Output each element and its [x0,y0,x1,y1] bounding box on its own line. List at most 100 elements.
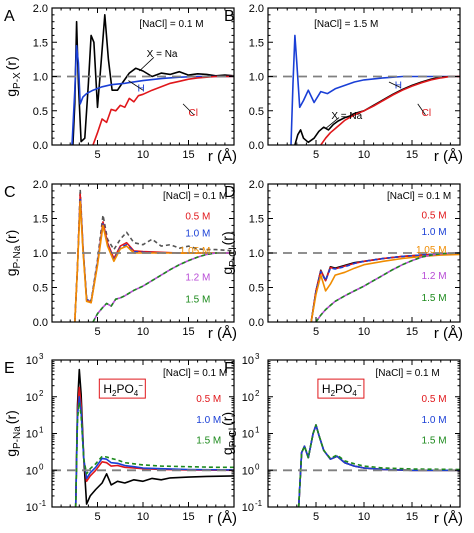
series-line [315,252,460,322]
y-tick-label: 2.0 [33,3,48,15]
leader-line [128,80,144,91]
panel-letter: D [224,184,236,201]
ylabel-main: g [219,267,235,275]
y-axis-label: gP-Cl (r) [219,231,239,274]
x-axis-label: r (Å) [434,510,463,527]
x-tick-label: 15 [406,511,418,523]
y-tick-exponent: 2 [39,389,44,398]
panel-letter: E [4,360,15,377]
y-tick-label: 0.0 [33,140,48,152]
x-tick-label: 15 [406,149,418,161]
annotation-label: X = Na [331,111,362,122]
annotation-label: 1.0 M [185,228,210,239]
y-tick-label: 0.0 [249,140,264,152]
y-tick-exponent: 3 [39,352,44,361]
y-tick-exponent: 1 [39,426,44,435]
ylabel-main: g [3,449,19,457]
y-tick-label: 10 [242,355,254,367]
panel-a: 5 10 15 r (Å) 0.0 0.5 1.0 1.5 2.0 AgP-X (r) [NaCl] … [3,3,237,165]
leader-line [182,103,195,116]
annotation-label: 1.05 M [416,245,447,256]
x-tick-label: 15 [406,326,418,338]
series-line [92,75,234,145]
annotation-label: 0.5 M [185,212,210,223]
series-line [310,252,460,322]
y-tick-label: 10 [26,392,38,404]
ylabel-tail: (r) [219,412,235,426]
y-tick-label: 2.0 [249,3,264,15]
series-line [310,253,460,322]
series-group [268,252,460,322]
series-line [74,401,234,507]
x-axis-label: r (Å) [208,325,237,342]
x-tick-label: 5 [94,326,100,338]
series-group [52,368,234,507]
series-line [297,424,460,507]
species-sub: 2 [331,389,336,398]
series-group [52,188,234,322]
leader-line [325,117,340,129]
annotation-label: 1.2 M [185,272,210,283]
y-tick-label: 0.5 [249,106,264,118]
ylabel-sub: P-X [12,72,23,89]
y-axis-label: gP-Cl (r) [219,412,239,455]
ylabel-tail: (r) [3,230,19,244]
x-tick-label: 5 [313,149,319,161]
y-tick-label: 1.5 [33,37,48,49]
x-tick-label: 10 [358,326,370,338]
panel-letter: C [4,184,16,201]
x-tick-label: 10 [137,326,149,338]
y-tick-label: 0.5 [33,106,48,118]
ylabel-main: g [219,447,235,455]
series-line [294,75,460,145]
x-tick-label: 10 [358,511,370,523]
ylabel-sub: P-Na [12,426,23,449]
y-tick-exponent: -1 [255,499,263,508]
annotation-label: [NaCl] = 1.5 M [314,19,378,30]
y-tick-label: 0.5 [249,283,264,295]
series-group [268,34,460,145]
series-line [320,75,460,145]
ylabel-main: g [3,269,19,277]
x-axis-label: r (Å) [208,510,237,527]
annotation-label: [NaCl] = 0.1 M [387,191,451,202]
annotation-label: 0.5 M [422,394,447,405]
series-line [74,200,234,322]
x-tick-label: 5 [94,511,100,523]
x-axis-label: r (Å) [208,148,237,165]
leader-line [388,81,401,88]
y-tick-label: 1.0 [249,248,264,260]
annotation-label: [NaCl] = 0.1 M [376,368,440,379]
species-h: H [322,382,331,396]
y-tick-exponent: 0 [255,462,260,471]
x-tick-label: 10 [137,149,149,161]
ylabel-tail: (r) [219,231,235,245]
y-tick-exponent: 1 [255,426,260,435]
x-tick-label: 15 [182,149,194,161]
panel-letter: A [4,8,15,25]
y-tick-label: 1.0 [249,72,264,84]
series-line [71,44,234,145]
y-tick-label: 10 [242,465,254,477]
panel-letter: F [224,360,234,377]
y-tick-label: 10 [26,502,38,514]
y-axis-label: gP-Na(r) [3,230,23,277]
ylabel-sub: P-Na [12,245,23,268]
ylabel-tail: (r) [3,410,19,424]
x-tick-label: 10 [358,149,370,161]
series-line [297,424,460,507]
y-tick-label: 1.0 [33,72,48,84]
annotation-label: 0.5 M [196,394,221,405]
panel-b: 5 10 15 r (Å) 0.0 0.5 1.0 1.5 2.0 B [NaCl] = 1.5 M… [224,3,463,165]
y-tick-label: 1.0 [33,248,48,260]
ylabel-sub: P-Cl [228,428,239,447]
species-h: H [103,382,112,396]
y-tick-label: 2.0 [33,179,48,191]
x-axis-label: r (Å) [434,148,463,165]
annotation-label: [NaCl] = 0.1 M [163,191,227,202]
series-line [74,386,234,507]
y-tick-label: 2.0 [249,179,264,191]
species-sub2: 4 [134,389,139,398]
ylabel-sub: P-Cl [228,247,239,266]
